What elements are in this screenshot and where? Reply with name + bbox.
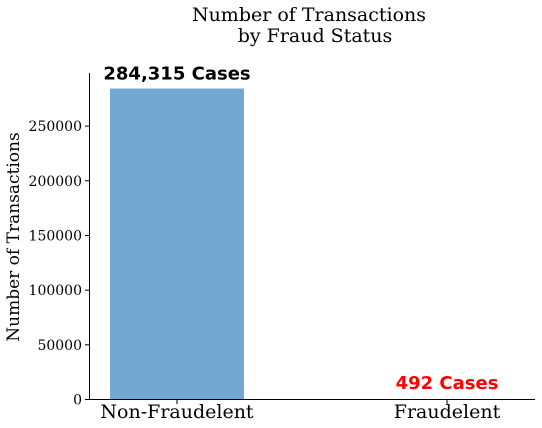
data-label-fraudelent: 492 Cases	[396, 373, 499, 394]
y-tick-label-200000: 200000	[29, 174, 82, 190]
x-tick-label-fraudelent: Fraudelent	[394, 401, 501, 423]
y-tick-label-150000: 150000	[29, 228, 82, 244]
bars-group	[110, 88, 514, 400]
chart-title-line-2: by Fraud Status	[238, 25, 393, 47]
bar-non-fraudelent	[110, 88, 244, 400]
x-tick-label-non-fraudelent: Non-Fraudelent	[100, 401, 254, 423]
y-tick-label-0: 0	[73, 393, 82, 409]
x-ticks-group: Non-Fraudelent Fraudelent	[100, 400, 501, 423]
y-tick-label-100000: 100000	[29, 283, 82, 299]
y-ticks-group: 0 50000 100000 150000 200000 250000	[29, 119, 90, 409]
chart-title-line-1: Number of Transactions	[192, 4, 426, 26]
annotations-group: 284,315 Cases 492 Cases	[103, 64, 498, 394]
y-tick-label-250000: 250000	[29, 119, 82, 135]
y-axis-label: Number of Transactions	[4, 132, 24, 341]
data-label-non-fraudelent: 284,315 Cases	[103, 64, 250, 85]
y-tick-label-50000: 50000	[37, 338, 82, 354]
